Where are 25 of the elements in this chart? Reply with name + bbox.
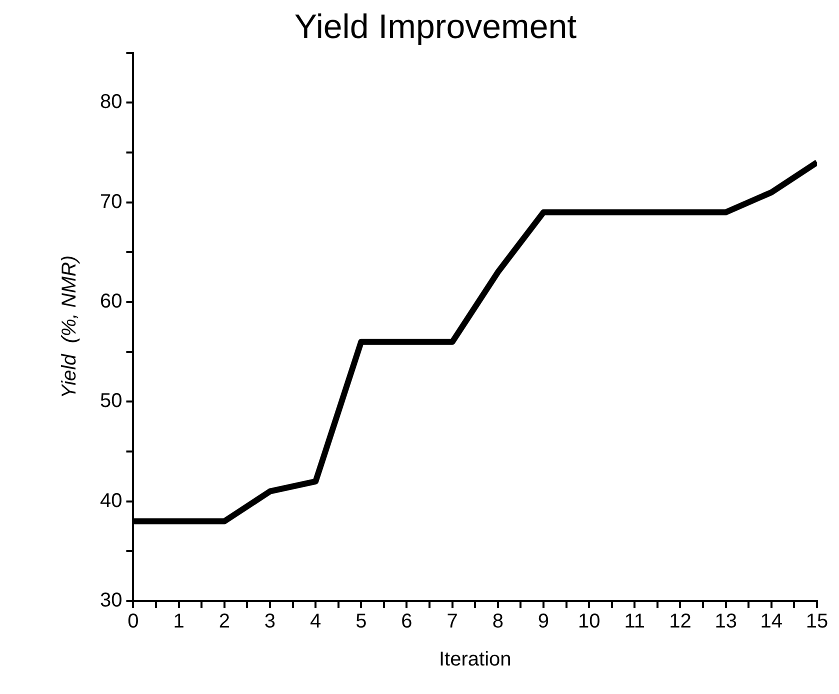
x-tick-label: 11 bbox=[624, 610, 646, 633]
y-tick-label: 70 bbox=[100, 190, 122, 213]
x-tick-label: 13 bbox=[714, 610, 737, 633]
x-tick-label: 2 bbox=[218, 610, 230, 633]
x-axis-title: Iteration bbox=[438, 648, 512, 671]
x-tick-label: 7 bbox=[446, 610, 458, 633]
x-tick-label: 15 bbox=[806, 610, 828, 633]
y-tick-label: 30 bbox=[100, 590, 122, 612]
x-tick-label: 10 bbox=[578, 610, 600, 633]
y-tick-label: 80 bbox=[100, 91, 122, 114]
x-tick-label: 1 bbox=[173, 610, 184, 633]
x-tick-label: 4 bbox=[310, 610, 322, 633]
y-axis-title: Yield (%, NMR) bbox=[58, 255, 81, 398]
x-tick-label: 5 bbox=[356, 610, 367, 633]
x-tick-label: 9 bbox=[538, 610, 550, 633]
x-tick-label: 0 bbox=[128, 610, 139, 633]
x-tick-label: 14 bbox=[760, 610, 783, 633]
y-tick-label: 40 bbox=[100, 490, 122, 512]
y-tick-label: 50 bbox=[100, 390, 122, 412]
x-tick-label: 8 bbox=[492, 610, 504, 633]
y-tick-label: 60 bbox=[100, 290, 122, 312]
x-tick-label: 3 bbox=[264, 610, 276, 633]
chart-title: Yield Improvement bbox=[294, 8, 578, 46]
x-tick-label: 12 bbox=[669, 610, 692, 633]
x-tick-label: 6 bbox=[401, 610, 412, 633]
